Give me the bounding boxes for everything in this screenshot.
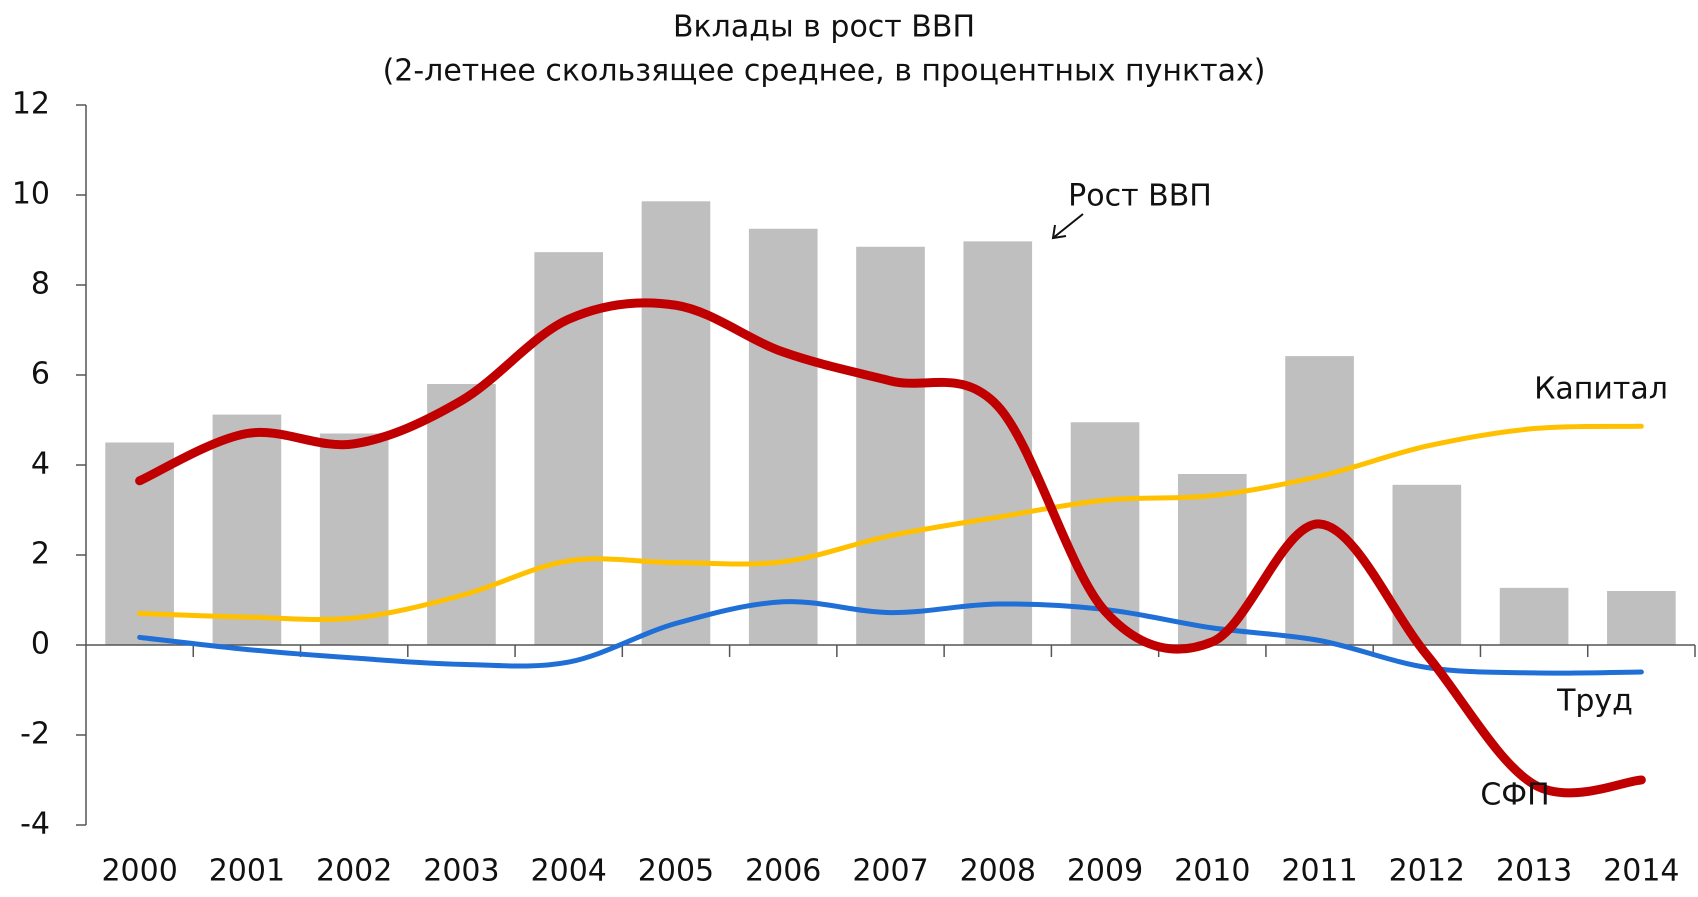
- x-tick-label: 2000: [101, 854, 177, 889]
- x-tick-label: 2014: [1603, 854, 1679, 889]
- bar: [427, 384, 496, 645]
- bar: [856, 246, 925, 645]
- chart-title: Вклады в рост ВВП: [673, 10, 975, 45]
- series-label: Рост ВВП: [1068, 179, 1212, 214]
- x-tick-label: 2008: [960, 854, 1036, 889]
- x-tick-label: 2011: [1281, 854, 1357, 889]
- bar: [212, 414, 282, 645]
- bar: [319, 433, 389, 645]
- x-tick-label: 2012: [1389, 854, 1465, 889]
- x-tick-label: 2005: [638, 854, 714, 889]
- y-tick-label: 8: [31, 267, 50, 302]
- bar: [1499, 587, 1569, 645]
- series-label: Труд: [1556, 684, 1633, 719]
- line: [137, 599, 1644, 676]
- y-tick-label: -4: [20, 807, 50, 842]
- x-tick-label: 2002: [316, 854, 392, 889]
- annotation-arrow: [1051, 213, 1084, 240]
- chart-subtitle: (2-летнее скользящее среднее, в процентн…: [383, 54, 1266, 89]
- x-tick-label: 2007: [852, 854, 928, 889]
- x-tick-label: 2003: [423, 854, 499, 889]
- line: [137, 423, 1644, 623]
- y-tick-label: 10: [12, 177, 50, 212]
- x-tick-label: 2004: [531, 854, 607, 889]
- series-label: СФП: [1480, 778, 1549, 813]
- bar: [748, 228, 818, 645]
- bar: [641, 201, 711, 646]
- y-tick-label: -2: [20, 717, 50, 752]
- x-tick-label: 2013: [1496, 854, 1572, 889]
- series-label: Капитал: [1534, 372, 1668, 407]
- y-tick-label: 12: [12, 87, 50, 122]
- line: [135, 298, 1646, 798]
- x-tick-label: 2006: [745, 854, 821, 889]
- bar: [1285, 356, 1354, 645]
- y-tick-label: 0: [31, 627, 50, 662]
- y-tick-label: 4: [31, 447, 50, 482]
- plot: -4 -2 0 2 4 6 8 10 12 2000 2001 2002 2003 2004 2005 200…: [12, 87, 1696, 889]
- x-tick-label: 2010: [1174, 854, 1250, 889]
- y-tick-label: 6: [31, 357, 50, 392]
- x-tick-label: 2001: [209, 854, 285, 889]
- bar: [1607, 591, 1676, 645]
- y-tick-label: 2: [31, 537, 50, 572]
- x-tick-label: 2009: [1067, 854, 1143, 889]
